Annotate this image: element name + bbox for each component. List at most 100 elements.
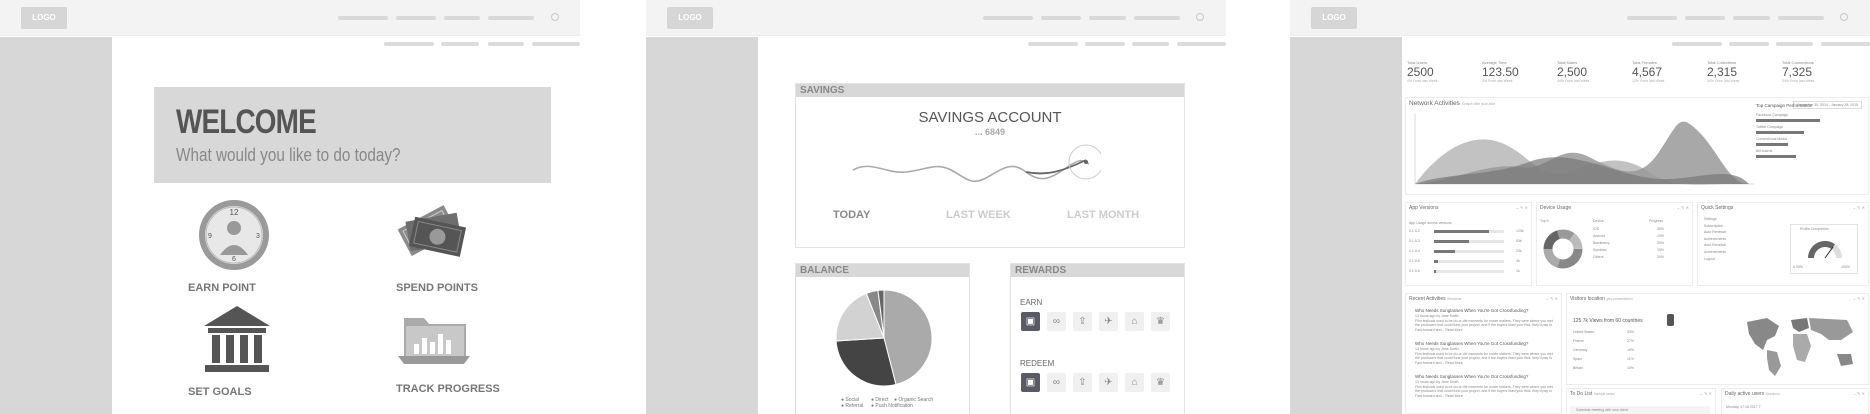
card-title: Device Usage (1540, 205, 1572, 211)
country-name: Spain (1573, 357, 1582, 361)
settings-item[interactable]: Settings (1704, 217, 1717, 221)
upload-icon[interactable]: ⇪ (1073, 373, 1092, 392)
todo-item[interactable]: Schedule meeting with new client (1570, 406, 1710, 414)
settings-item[interactable]: Achievements (1704, 236, 1726, 241)
activity-headline[interactable]: Who Needs Sunglasses When You're Got Cro… (1415, 308, 1529, 313)
device-pct: 30% (1657, 255, 1665, 259)
date-range-picker[interactable]: December 30, 2014 - January 28, 2015 (1793, 101, 1862, 109)
stat-total-males: Total Males 2,500 34% From last Week (1557, 60, 1632, 83)
settings-item[interactable]: Logout (1704, 256, 1715, 261)
device-pct: 30% (1657, 227, 1665, 231)
todo-tag: Sample tasks (1593, 392, 1615, 396)
savings-card: SAVINGS SAVINGS ACCOUNT ... 6849 TODAY L… (795, 83, 1185, 248)
nav-link-2[interactable] (1041, 16, 1081, 20)
pie-slice (835, 292, 885, 342)
nav-link-2[interactable] (396, 16, 436, 20)
subnav-link-3[interactable] (1132, 42, 1169, 46)
subnav-link-4[interactable] (532, 42, 580, 46)
subnav-link-4[interactable] (1821, 42, 1870, 46)
run-icon[interactable]: ✈ (1099, 312, 1118, 331)
device-donut-chart (1543, 229, 1583, 269)
activity-headline[interactable]: Who Needs Sunglasses When You're Got Cro… (1415, 341, 1529, 346)
search-icon[interactable] (551, 13, 559, 21)
tab-last-week[interactable]: LAST WEEK (946, 209, 1011, 221)
card-controls[interactable]: ⌄ ✎ ✕ (1852, 296, 1865, 301)
card-controls[interactable]: ⌄ ✎ ✕ (1852, 391, 1865, 396)
subnav-link-2[interactable] (1729, 42, 1769, 46)
cake-icon[interactable]: ♛ (1151, 312, 1170, 331)
earn-label: EARN (1020, 298, 1043, 307)
shop-icon[interactable]: ▣ (1021, 312, 1040, 331)
nav-link-4[interactable] (1134, 16, 1180, 20)
stat-label: Average Time (1482, 60, 1507, 65)
world-map (1747, 318, 1853, 376)
upload-icon[interactable]: ⇪ (1073, 312, 1092, 331)
daily-active-users-card: Daily active users Sessions ⌄ ✎ ✕ Monday… (1721, 388, 1869, 414)
settings-item[interactable]: Auto Renewal (1704, 243, 1726, 248)
bike-icon[interactable]: ∞ (1047, 312, 1066, 331)
country-pct: 11% (1627, 357, 1634, 361)
card-title: Daily active users Sessions (1725, 391, 1780, 397)
stat-average-time: Average Time 123.50 3% From last Week (1482, 60, 1557, 83)
card-controls[interactable]: ⌄ ✎ ✕ (1515, 205, 1528, 210)
stat-total-connections: Total Connections 7,325 34% From last We… (1782, 60, 1857, 83)
subnav-link-1[interactable] (384, 42, 434, 46)
quick-settings-card: Quick Settings ⌄ ✎ ✕ Settings Subscriptio… (1697, 202, 1869, 286)
settings-item[interactable]: Auto Renewal (1704, 230, 1726, 235)
nav-link-4[interactable] (488, 16, 534, 20)
cake-icon[interactable]: ♛ (1151, 373, 1170, 392)
search-icon[interactable] (1196, 13, 1204, 21)
run-icon[interactable]: ✈ (1099, 373, 1118, 392)
card-controls[interactable]: ⌄ ✎ ✕ (1852, 205, 1865, 210)
legend-item: ● Referral (841, 403, 864, 409)
activity-body: Film festivals used to be do-or-die mome… (1415, 385, 1553, 398)
account-number: ... 6849 (974, 127, 1006, 137)
money-cash-icon (397, 205, 467, 257)
nav-link-2[interactable] (1685, 16, 1725, 20)
nav-link-3[interactable] (444, 16, 480, 20)
subnav-link-4[interactable] (1177, 42, 1226, 46)
nav-link-3[interactable] (1733, 16, 1770, 20)
pie-slice (835, 337, 897, 387)
settings-item[interactable]: Achievements (1704, 250, 1726, 254)
profile-gauge (1808, 241, 1842, 259)
pie-slice (877, 289, 885, 339)
card-controls[interactable]: ⌄ ✎ ✕ (1545, 296, 1558, 301)
logo[interactable]: LOGO (1311, 7, 1357, 29)
shop-icon[interactable]: ▣ (1021, 373, 1040, 392)
subnav-link-1[interactable] (1672, 42, 1722, 46)
nav-link-3[interactable] (1089, 16, 1126, 20)
network-activities-card: Network Activities Graph title sub-title… (1405, 97, 1869, 195)
subnav-link-3[interactable] (1776, 42, 1813, 46)
nav-link-4[interactable] (1778, 16, 1824, 20)
activity-headline[interactable]: Who Needs Sunglasses When You're Got Cro… (1415, 374, 1529, 379)
subnav-link-1[interactable] (1028, 42, 1078, 46)
bike-icon[interactable]: ∞ (1047, 373, 1066, 392)
sidebar (646, 37, 758, 414)
tab-today[interactable]: TODAY (833, 209, 871, 221)
settings-item[interactable]: Subscription (1704, 223, 1724, 228)
stat-value: 123.50 (1482, 65, 1519, 79)
car-icon[interactable]: ⌂ (1125, 312, 1144, 331)
subnav-link-2[interactable] (441, 42, 479, 46)
tab-last-month[interactable]: LAST MONTH (1067, 209, 1140, 221)
subnav-link-2[interactable] (1085, 42, 1125, 46)
version-bar (1434, 250, 1455, 253)
card-controls[interactable]: ⌄ ✎ ✕ (1699, 391, 1712, 396)
logo[interactable]: LOGO (21, 7, 67, 29)
logo[interactable]: LOGO (667, 7, 713, 29)
search-icon[interactable] (1840, 13, 1848, 21)
nav-link-1[interactable] (1627, 16, 1677, 20)
car-icon[interactable]: ⌂ (1125, 373, 1144, 392)
version-label: 0.1.5.3 (1409, 239, 1420, 243)
app-versions-subtitle: App Usage across versions (1409, 221, 1452, 225)
nav-link-1[interactable] (338, 16, 388, 20)
nav-link-1[interactable] (983, 16, 1033, 20)
rewards-card: REWARDS EARN ▣ ∞ ⇪ ✈ ⌂ ♛ REDEEM ▣ ∞ ⇪ ✈ … (1010, 263, 1185, 414)
stat-value: 4,567 (1632, 65, 1663, 79)
country-pct: 33% (1627, 330, 1635, 334)
top-navbar: LOGO (1290, 0, 1870, 36)
card-controls[interactable]: ⌄ ✎ ✕ (1676, 205, 1689, 210)
subnav-link-3[interactable] (488, 42, 524, 46)
device-pct: 10% (1657, 234, 1665, 238)
